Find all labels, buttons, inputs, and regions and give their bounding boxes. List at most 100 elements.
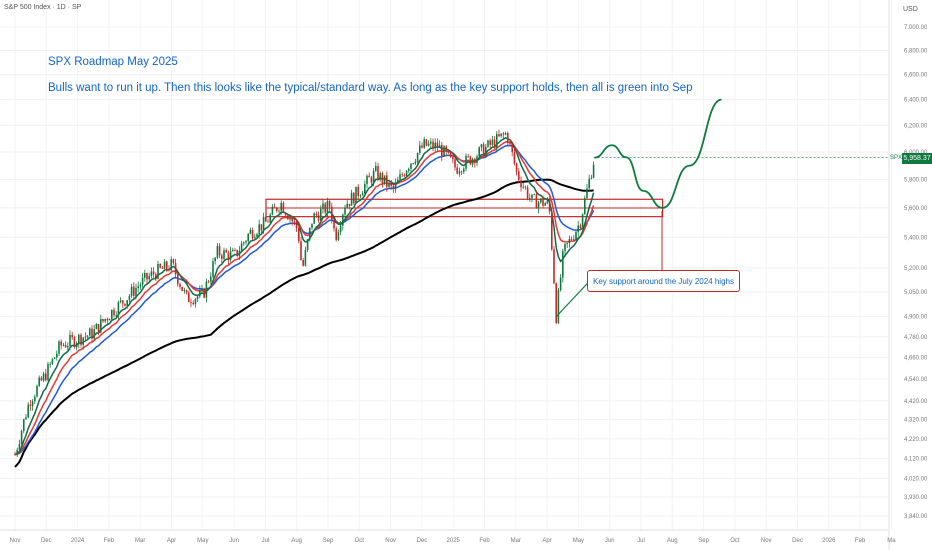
candle-body [218, 245, 221, 256]
candle-body [278, 210, 280, 212]
candle-body [212, 261, 214, 277]
candle-body [375, 166, 377, 171]
candle-body [75, 343, 78, 348]
candle-body [111, 309, 113, 320]
candle-body [141, 277, 144, 285]
candle-body [366, 175, 368, 184]
candle-body [537, 202, 540, 209]
candle-body [73, 337, 76, 348]
y-tick-label: 4,540.00 [904, 377, 928, 383]
candle-body [232, 249, 234, 252]
annotation-headline[interactable]: SPX Roadmap May 2025 [48, 56, 178, 68]
x-tick-label: Feb [479, 538, 490, 544]
candle-body [480, 144, 483, 148]
candle-body [401, 174, 403, 176]
candle-body [304, 249, 307, 266]
candle-body [276, 207, 278, 211]
candle-body [106, 318, 109, 321]
candle-body [575, 231, 577, 240]
candle-body [56, 353, 58, 358]
candle-body [45, 373, 47, 381]
candle-body [196, 296, 199, 299]
candle-body [434, 142, 436, 149]
candle-body [339, 225, 342, 233]
candle-body [566, 243, 568, 244]
candle-body [97, 324, 100, 333]
candle-body [333, 220, 335, 229]
candle-body [34, 396, 36, 402]
candle-body [128, 295, 131, 301]
y-tick-label: 5,800.00 [904, 177, 928, 183]
y-tick-label: 4,220.00 [904, 437, 928, 443]
candle-body [515, 163, 518, 172]
candle-body [122, 300, 124, 304]
x-tick-label: Aug [291, 538, 302, 544]
y-tick-label: 6,400.00 [904, 98, 928, 104]
y-tick-label: 7,000.00 [904, 25, 928, 31]
candle-body [476, 156, 478, 164]
candle-body [529, 198, 531, 199]
candle-body [282, 202, 285, 213]
candle-body [126, 300, 128, 306]
candle-body [86, 335, 89, 337]
candle-body [544, 203, 546, 206]
x-tick-label: Sep [698, 538, 709, 544]
y-tick-label: 4,900.00 [904, 315, 928, 321]
candle-body [236, 249, 238, 256]
candle-body [388, 182, 390, 187]
candle-body [399, 174, 401, 180]
x-tick-label: May [573, 538, 584, 544]
candle-body [430, 141, 432, 144]
candle-body [342, 214, 344, 226]
candle-body [117, 302, 120, 315]
candle-body [421, 145, 423, 148]
moving-average-long [14, 178, 594, 468]
callout-key-support[interactable]: Key support around the July 2024 highs [587, 270, 740, 292]
y-tick-label: 5,200.00 [904, 266, 928, 272]
candle-body [357, 186, 359, 196]
candle-body [531, 194, 533, 199]
candle-body [467, 155, 469, 157]
x-tick-label: Ma [887, 538, 896, 544]
candle-body [346, 203, 348, 209]
x-tick-label: Aug [667, 538, 678, 544]
candle-body [306, 239, 309, 250]
candle-body [284, 212, 287, 216]
x-tick-label: Jun [229, 538, 239, 544]
candle-body [69, 334, 71, 346]
grid [0, 0, 892, 530]
candle-body [183, 290, 186, 291]
y-tick-label: 4,120.00 [904, 456, 928, 462]
candle-body [113, 309, 115, 316]
candle-body [419, 145, 421, 153]
candle-body [432, 141, 434, 149]
candle-body [124, 303, 126, 306]
candle-body [447, 151, 450, 153]
candle-body [553, 249, 555, 284]
annotation-subtitle[interactable]: Bulls want to run it up. Then this looks… [48, 82, 693, 94]
candle-body [194, 298, 197, 305]
candle-body [355, 186, 357, 204]
candle-body [62, 345, 65, 346]
candle-body [471, 158, 474, 165]
candle-body [205, 281, 208, 298]
x-tick-label: 2024 [71, 538, 85, 544]
candle-body [243, 242, 245, 244]
candle-body [251, 229, 254, 239]
candle-body [93, 329, 95, 339]
candle-body [570, 239, 573, 240]
candle-body [179, 284, 181, 287]
candle-body [60, 341, 62, 346]
candle-body [555, 283, 557, 323]
candle-body [174, 263, 177, 275]
candle-body [102, 318, 104, 322]
candle-body [309, 227, 311, 240]
currency-label: USD [903, 6, 918, 13]
candle-body [269, 214, 271, 223]
x-tick-label: Sep [323, 538, 334, 544]
candle-body [502, 133, 505, 135]
candle-body [247, 233, 249, 242]
candle-body [485, 146, 487, 156]
candle-body [152, 271, 155, 275]
